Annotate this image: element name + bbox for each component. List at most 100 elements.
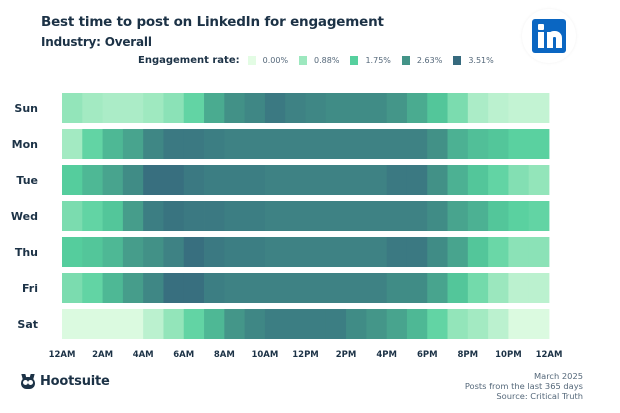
legend-swatch-0	[247, 56, 256, 65]
heatmap-cell-sun-5pm	[406, 93, 428, 123]
heatmap-cell-thu-2pm	[346, 237, 367, 267]
heatmap-cell-sun-11am	[285, 93, 306, 123]
heatmap-cell-wed-12am	[62, 201, 83, 231]
heatmap-cell-thu-10am	[264, 237, 286, 267]
heatmap-cell-sun-4pm	[386, 93, 408, 123]
heatmap-cell-mon-11pm	[528, 129, 550, 159]
legend-swatch-1	[299, 56, 308, 65]
heatmap-cell-thu-8am	[224, 237, 246, 267]
day-label-wed: Wed	[11, 210, 38, 223]
heatmap-cell-sat-10am	[264, 309, 286, 339]
heatmap-cell-tue-12am	[62, 165, 83, 195]
heatmap-cell-thu-11pm	[528, 237, 550, 267]
heatmap-cell-fri-6pm	[427, 273, 448, 303]
heatmap-cell-fri-1am	[82, 273, 103, 303]
heatmap-cell-thu-9pm	[488, 237, 509, 267]
heatmap-cell-fri-2am	[102, 273, 124, 303]
heatmap-cell-thu-7pm	[447, 237, 469, 267]
heatmap-cell-sat-1pm	[325, 309, 347, 339]
heatmap-cell-sun-9pm	[488, 93, 509, 123]
footer-notes: March 2025 Posts from the last 365 days …	[465, 371, 583, 401]
heatmap-cell-mon-1am	[82, 129, 103, 159]
heatmap-cell-wed-5am	[163, 201, 185, 231]
heatmap-cell-tue-12pm	[305, 165, 327, 195]
heatmap-cell-wed-7pm	[447, 201, 469, 231]
heatmap-cell-fri-10pm	[508, 273, 530, 303]
heatmap-cell-sat-9am	[244, 309, 266, 339]
heatmap-cell-fri-9am	[244, 273, 266, 303]
footer-period: Posts from the last 365 days	[464, 381, 583, 391]
heatmap-cell-sun-10pm	[508, 93, 530, 123]
heatmap-cell-sun-1am	[82, 93, 103, 123]
heatmap-cell-tue-2am	[102, 165, 124, 195]
heatmap-cell-sat-2pm	[346, 309, 367, 339]
heatmap-cell-sat-7am	[204, 309, 225, 339]
heatmap-cell-sun-5am	[163, 93, 185, 123]
heatmap-cell-sat-9pm	[488, 309, 509, 339]
heatmap-cell-mon-10am	[264, 129, 286, 159]
heatmap-cell-sun-7pm	[447, 93, 469, 123]
heatmap-cell-wed-8pm	[467, 201, 489, 231]
heatmap-cell-wed-10pm	[508, 201, 530, 231]
x-tick-label: 4PM	[376, 350, 397, 360]
owl-logo-icon	[20, 374, 36, 389]
heatmap-cell-fri-1pm	[325, 273, 347, 303]
heatmap-cell-sun-7am	[204, 93, 225, 123]
heatmap-cell-fri-2pm	[346, 273, 367, 303]
heatmap-cell-tue-1am	[82, 165, 103, 195]
heatmap-cell-mon-2am	[102, 129, 124, 159]
day-label-fri: Fri	[22, 282, 38, 295]
heatmap-cell-tue-7am	[204, 165, 225, 195]
heatmap-cell-thu-7am	[204, 237, 225, 267]
heatmap-cell-wed-1pm	[325, 201, 347, 231]
heatmap-cell-sat-7pm	[447, 309, 469, 339]
heatmap-cell-sun-10am	[264, 93, 286, 123]
legend-value-0: 0.00%	[262, 56, 289, 65]
heatmap-cell-wed-7am	[204, 201, 225, 231]
heatmap-cell-sun-3am	[122, 93, 144, 123]
x-tick-label: 2PM	[336, 350, 357, 360]
heatmap-cell-tue-5am	[163, 165, 185, 195]
heatmap-cell-tue-9am	[244, 165, 266, 195]
heatmap-cell-sun-8pm	[467, 93, 489, 123]
heatmap-cell-wed-2am	[102, 201, 124, 231]
legend-value-1: 0.88%	[314, 56, 340, 65]
heatmap-cell-tue-3am	[122, 165, 144, 195]
heatmap-cell-wed-6am	[183, 201, 205, 231]
heatmap-cell-thu-4pm	[386, 237, 408, 267]
heatmap-cell-sat-11pm	[528, 309, 550, 339]
heatmap-cell-sat-4pm	[386, 309, 408, 339]
legend-swatch-3	[401, 56, 410, 65]
heatmap-cell-fri-11am	[285, 273, 306, 303]
chart-title: Best time to post on LinkedIn for engage…	[41, 14, 384, 30]
x-tick-label: 10PM	[495, 350, 522, 360]
heatmap-cell-sun-2am	[102, 93, 124, 123]
heatmap-cell-fri-5am	[163, 273, 185, 303]
heatmap-cell-sun-6am	[183, 93, 205, 123]
heatmap-cell-thu-6pm	[427, 237, 448, 267]
heatmap-cell-sun-4am	[143, 93, 164, 123]
heatmap-cell-wed-3pm	[366, 201, 388, 231]
legend-value-4: 3.51%	[468, 56, 494, 65]
heatmap-cell-sat-8pm	[467, 309, 489, 339]
heatmap-cell-thu-6am	[183, 237, 205, 267]
heatmap-cell-wed-8am	[224, 201, 246, 231]
heatmap-cell-wed-2pm	[346, 201, 367, 231]
heatmap-cell-tue-6pm	[427, 165, 448, 195]
heatmap-cell-sun-11pm	[528, 93, 550, 123]
heatmap-cell-sun-1pm	[325, 93, 347, 123]
footer-source: Source: Critical Truth	[496, 391, 583, 401]
heatmap-cell-sun-12pm	[305, 93, 327, 123]
heatmap-cell-mon-3am	[122, 129, 144, 159]
heatmap-cell-tue-10am	[264, 165, 286, 195]
heatmap-cell-thu-3pm	[366, 237, 388, 267]
heatmap-cell-tue-9pm	[488, 165, 509, 195]
heatmap-cell-sat-2am	[102, 309, 124, 339]
legend-value-3: 2.63%	[416, 56, 443, 65]
heatmap-cell-tue-7pm	[447, 165, 469, 195]
heatmap-cell-fri-3am	[122, 273, 144, 303]
x-tick-label: 6PM	[417, 350, 438, 360]
heatmap-cell-mon-9pm	[488, 129, 509, 159]
heatmap-cell-mon-8pm	[467, 129, 489, 159]
heatmap-cell-tue-4am	[143, 165, 164, 195]
